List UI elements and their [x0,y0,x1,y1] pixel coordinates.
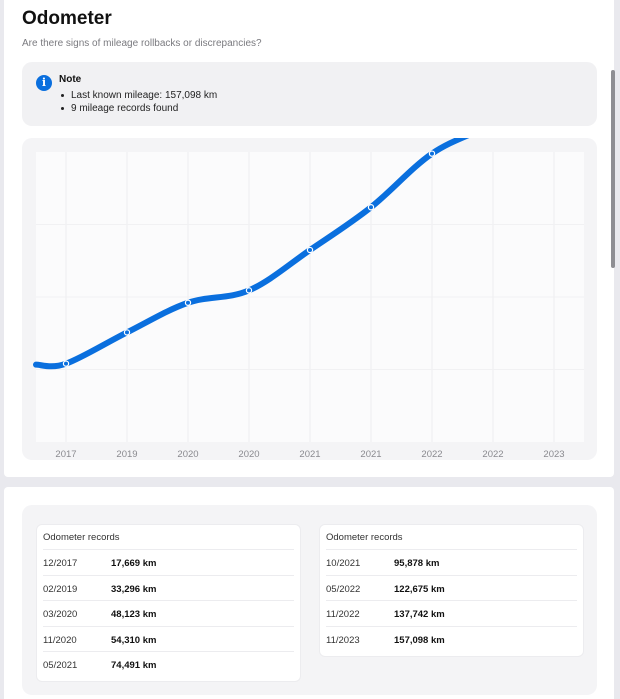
data-point-4[interactable] [306,246,314,254]
note-item-last-mileage: Last known mileage: 157,098 km [59,89,217,102]
data-point-3[interactable] [245,287,253,294]
mileage-chart: 2017 2019 2020 2020 2021 2021 2022 2022 2023 [22,138,597,460]
record-row: 11/2020 54,310 km [43,625,294,651]
record-mileage: 95,878 km [394,558,440,569]
x-tick-label: 2021 [299,449,320,460]
x-tick-label: 2019 [116,449,137,460]
x-tick-label: 2022 [482,449,503,460]
x-tick-label: 2020 [177,449,198,460]
record-mileage: 122,675 km [394,583,445,595]
mileage-series-line [33,138,470,370]
record-mileage: 48,123 km [111,609,157,620]
scrollbar[interactable] [611,70,615,268]
mileage-chart-svg: 2017 2019 2020 2020 2021 2021 2022 2022 2023 [33,138,584,460]
record-date: 12/2017 [43,558,78,569]
record-mileage: 157,098 km [394,634,445,646]
records-area: Odometer records 12/2017 17,669 km 02/2019… [22,505,597,695]
record-mileage: 33,296 km [111,583,157,595]
record-date: 05/2021 [43,660,78,671]
x-tick-label: 2021 [360,449,381,460]
data-point-2[interactable] [184,299,192,306]
record-row: 11/2023 157,098 km [326,625,577,651]
record-row: 05/2021 74,491 km [43,651,294,676]
note-item-record-count: 9 mileage records found [59,102,217,115]
info-icon: i [36,75,52,91]
data-point-6[interactable] [428,150,436,157]
records-table-right: Odometer records 10/2021 95,878 km 05/2022… [319,524,584,657]
x-tick-label: 2017 [55,449,76,460]
record-date: 02/2019 [43,583,78,595]
record-row: 10/2021 95,878 km [326,549,577,574]
data-point-1[interactable] [123,329,131,336]
page-title: Odometer [22,8,112,29]
record-date: 10/2021 [326,558,361,569]
x-tick-label: 2020 [238,449,259,460]
record-mileage: 54,310 km [111,634,157,646]
note-list: Last known mileage: 157,098 km 9 mileage… [59,89,217,115]
record-row: 11/2022 137,742 km [326,600,577,625]
record-row: 02/2019 33,296 km [43,574,294,600]
record-row: 05/2022 122,675 km [326,574,577,600]
record-mileage: 17,669 km [111,558,157,569]
record-date: 03/2020 [43,609,78,620]
note-title: Note [59,74,82,85]
records-table-title: Odometer records [43,532,120,543]
page-subtitle: Are there signs of mileage rollbacks or … [22,38,262,49]
record-row: 12/2017 17,669 km [43,549,294,574]
record-date: 05/2022 [326,583,361,595]
records-table-left: Odometer records 12/2017 17,669 km 02/2019… [36,524,301,682]
data-point-0[interactable] [62,360,70,367]
record-date: 11/2023 [326,634,360,646]
records-table-title: Odometer records [326,532,403,543]
note-box: i Note Last known mileage: 157,098 km 9 … [22,62,597,126]
record-mileage: 74,491 km [111,660,157,671]
data-point-5[interactable] [367,204,375,211]
x-tick-label: 2023 [543,449,564,460]
record-mileage: 137,742 km [394,609,445,620]
record-date: 11/2022 [326,609,360,620]
x-tick-label: 2022 [421,449,442,460]
record-row: 03/2020 48,123 km [43,600,294,625]
record-date: 11/2020 [43,634,77,646]
